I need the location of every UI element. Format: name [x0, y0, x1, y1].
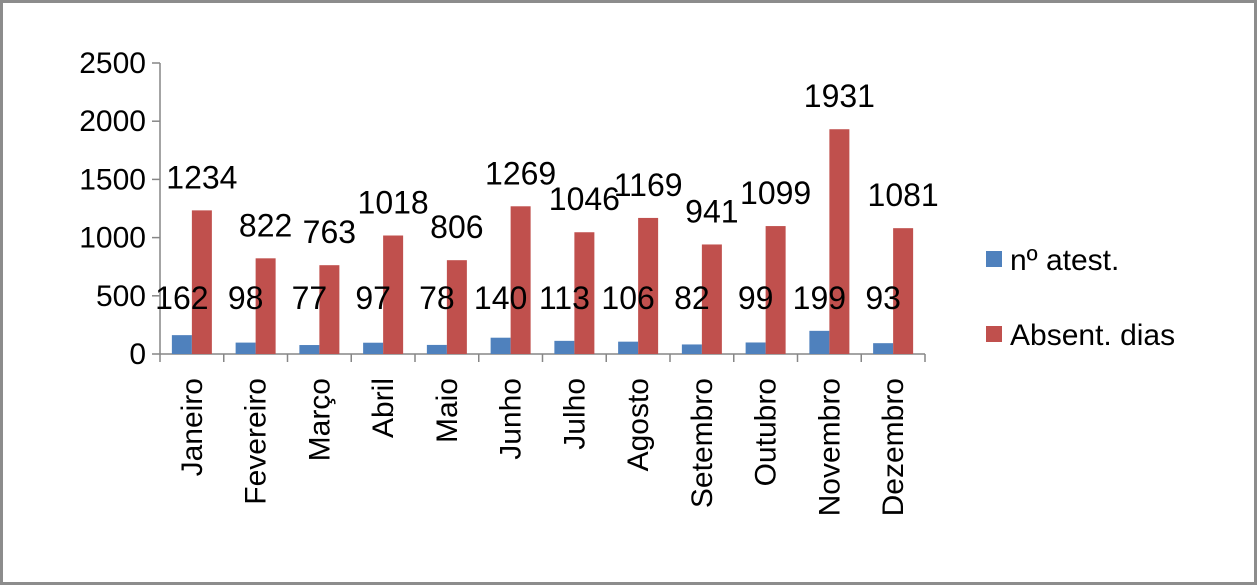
data-label-series-1: 97 — [355, 280, 391, 316]
data-label-series-1: 199 — [793, 280, 846, 316]
bar-chart: 0 500 1000 1500 2000 2500 162 1234 Janeiro 98 822 F… — [79, 47, 1175, 516]
y-tick-label: 1000 — [79, 222, 146, 255]
data-label-series-2: 763 — [303, 214, 356, 250]
bar-series-1 — [299, 345, 320, 354]
data-label-series-1: 162 — [155, 280, 208, 316]
data-label-series-2: 1269 — [485, 155, 556, 191]
data-label-series-2: 1046 — [549, 181, 620, 217]
bar-series-1 — [745, 342, 766, 354]
x-category-label: Dezembro — [877, 378, 910, 516]
data-label-series-1: 140 — [474, 280, 527, 316]
y-tick-label: 500 — [96, 280, 146, 313]
data-label-series-1: 113 — [539, 280, 590, 316]
legend: nº atest. Absent. dias — [986, 244, 1175, 352]
bar-series-2 — [510, 206, 531, 354]
bar-series-1 — [554, 340, 575, 354]
y-tick-label: 1500 — [79, 163, 146, 196]
legend-swatch — [986, 251, 1002, 267]
bar-series-2 — [255, 258, 276, 354]
legend-swatch — [986, 326, 1002, 342]
data-label-series-1: 98 — [228, 280, 264, 316]
legend-label: Absent. dias — [1010, 319, 1175, 352]
data-label-series-1: 99 — [738, 280, 774, 316]
x-category-label: Novembro — [813, 378, 846, 516]
data-label-series-1: 77 — [292, 280, 328, 316]
bar-series-1 — [873, 343, 894, 354]
data-label-series-2: 941 — [685, 193, 738, 229]
bar-series-1 — [171, 335, 192, 354]
bar-series-2 — [319, 265, 340, 354]
x-category-label: Agosto — [622, 378, 655, 471]
data-label-series-2: 1081 — [868, 177, 939, 213]
data-label-series-1: 82 — [674, 280, 710, 316]
data-label-series-2: 1169 — [614, 167, 683, 203]
bar-series-2 — [383, 235, 404, 354]
x-category-label: Janeiro — [176, 378, 209, 476]
bar-series-2 — [701, 244, 722, 354]
legend-label: nº atest. — [1010, 244, 1119, 277]
data-label-series-1: 106 — [601, 280, 654, 316]
x-category-label: Junho — [495, 378, 528, 460]
bar-series-1 — [235, 342, 256, 354]
bar-series-2 — [765, 226, 786, 354]
bar-series-1 — [490, 337, 511, 354]
bar-series-2 — [191, 210, 212, 354]
data-label-series-1: 78 — [419, 280, 455, 316]
bar-series-2 — [893, 228, 914, 354]
y-tick-label: 2000 — [79, 105, 146, 138]
data-label-series-2: 822 — [239, 207, 292, 243]
y-tick-label: 2500 — [79, 47, 146, 80]
x-category-label: Julho — [558, 378, 591, 450]
x-category-label: Março — [303, 378, 336, 461]
data-label-series-2: 1931 — [804, 78, 875, 114]
data-label-series-2: 1234 — [166, 159, 237, 195]
bar-series-2 — [574, 232, 595, 354]
bar-series-2 — [446, 260, 467, 354]
data-label-series-1: 93 — [865, 280, 901, 316]
bar-series-2 — [829, 129, 850, 354]
bar-series-1 — [681, 344, 702, 354]
x-category-label: Maio — [431, 378, 464, 443]
bar-series-1 — [363, 342, 384, 354]
x-category-label: Abril — [367, 378, 400, 438]
x-category-label: Setembro — [686, 378, 719, 508]
bar-series-1 — [426, 344, 447, 354]
x-category-label: Outubro — [750, 378, 783, 486]
bar-series-1 — [809, 330, 830, 354]
data-label-series-2: 1018 — [358, 185, 429, 221]
bar-series-1 — [618, 341, 639, 354]
data-label-series-2: 1099 — [740, 175, 811, 211]
x-category-label: Fevereiro — [240, 378, 273, 505]
y-tick-label: 0 — [129, 338, 146, 371]
plot-area: 0 500 1000 1500 2000 2500 162 1234 Janeiro 98 822 F… — [79, 47, 938, 516]
bar-series-2 — [638, 217, 659, 354]
data-label-series-2: 806 — [430, 209, 483, 245]
